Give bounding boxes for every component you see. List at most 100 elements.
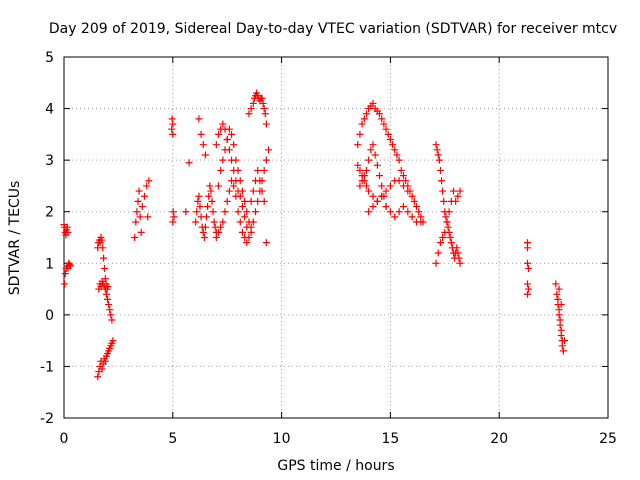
x-tick-labels: 0 5 10 15 20 25 (60, 431, 617, 447)
data-point (182, 208, 190, 216)
data-point (243, 223, 251, 231)
data-point (402, 177, 410, 185)
data-point (436, 239, 444, 247)
data-point (212, 234, 220, 241)
data-point (373, 197, 381, 205)
data-point (365, 187, 373, 195)
data-point (104, 295, 112, 303)
data-point (234, 187, 242, 195)
plot-frame (63, 56, 609, 419)
data-point (440, 197, 448, 205)
data-point (217, 223, 225, 231)
y-axis-label: SDTVAR / TECUs (7, 181, 23, 296)
data-point (251, 208, 259, 216)
data-point (456, 187, 464, 195)
data-point (453, 244, 461, 252)
data-point (262, 156, 270, 164)
data-point (66, 260, 74, 268)
y-tick-label: -2 (40, 411, 54, 427)
data-point (371, 151, 379, 159)
data-point (382, 187, 390, 195)
data-point (557, 301, 565, 309)
data-point (245, 110, 253, 118)
data-point (258, 187, 266, 195)
data-point (61, 280, 69, 288)
data-point (209, 208, 217, 216)
data-point (404, 208, 412, 216)
data-point (185, 159, 193, 167)
data-point (362, 166, 370, 174)
data-point (438, 177, 446, 185)
data-point (195, 192, 203, 200)
data-point (223, 197, 231, 205)
x-tick-label: 0 (60, 431, 69, 447)
data-point (259, 99, 267, 107)
data-point (196, 203, 204, 211)
data-point (443, 218, 451, 226)
data-point (145, 177, 153, 185)
data-point (356, 130, 364, 138)
x-tick-label: 5 (168, 431, 177, 447)
data-point (141, 192, 149, 200)
data-point (109, 337, 117, 345)
data-point (219, 218, 227, 226)
data-point (138, 203, 146, 211)
data-point (238, 203, 246, 211)
data-point (241, 213, 249, 221)
data-point (446, 234, 454, 241)
data-point (382, 125, 390, 133)
data-point (105, 301, 113, 309)
data-point (238, 228, 246, 236)
data-point (206, 182, 214, 190)
data-point (397, 166, 405, 174)
data-point (100, 264, 108, 272)
data-point (399, 182, 407, 190)
data-point (555, 306, 563, 314)
data-point (249, 99, 257, 107)
data-point (98, 365, 106, 373)
data-point (236, 192, 244, 200)
data-point (356, 166, 364, 174)
data-point (169, 130, 177, 138)
data-point (99, 244, 107, 252)
data-point (214, 228, 222, 236)
data-point (395, 177, 403, 185)
data-point (102, 290, 110, 298)
data-point (367, 146, 375, 154)
grid-lines (64, 57, 608, 418)
data-point (168, 125, 176, 133)
data-point (525, 285, 533, 293)
data-point (67, 262, 75, 270)
data-point (137, 228, 145, 236)
data-point (404, 187, 412, 195)
data-point (365, 208, 373, 216)
data-point (230, 166, 238, 174)
x-tick-label: 25 (599, 431, 617, 447)
data-point (378, 182, 386, 190)
axis-ticks (63, 56, 609, 419)
data-point (410, 197, 418, 205)
data-point (64, 228, 72, 236)
data-point (210, 218, 218, 226)
data-point (452, 197, 460, 205)
data-point (415, 208, 423, 216)
data-point (260, 166, 268, 174)
data-point (455, 254, 463, 262)
data-point (143, 182, 151, 190)
data-point (556, 316, 564, 324)
data-point (365, 156, 373, 164)
data-point (523, 244, 531, 252)
data-point (360, 177, 368, 185)
data-point (228, 130, 236, 138)
data-point (144, 213, 152, 221)
data-point (234, 208, 242, 216)
y-tick-labels: -2 -1 0 1 2 3 4 5 (40, 50, 54, 427)
data-point (369, 192, 377, 200)
data-point (552, 280, 560, 288)
data-point (221, 125, 229, 133)
data-point (384, 130, 392, 138)
data-point (386, 182, 394, 190)
data-point (219, 120, 227, 128)
y-tick-label: 0 (45, 308, 54, 324)
